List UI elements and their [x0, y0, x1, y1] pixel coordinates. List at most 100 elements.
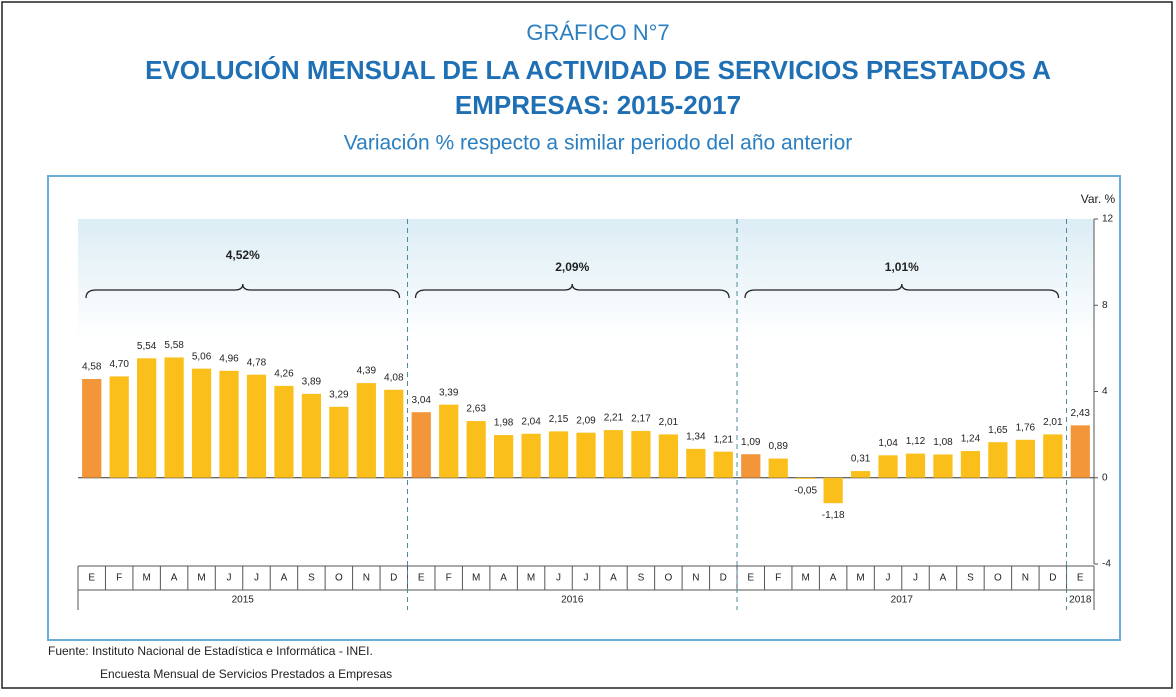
value-label: 3,39	[439, 387, 459, 398]
bar	[219, 370, 239, 478]
bar	[521, 433, 541, 478]
subtitle: Variación % respecto a similar periodo d…	[344, 132, 853, 155]
x-tick-label: M	[142, 573, 150, 584]
value-label: 2,21	[604, 413, 624, 424]
bar	[658, 434, 678, 478]
bar	[439, 404, 459, 478]
bar	[933, 454, 953, 478]
bar	[1070, 425, 1090, 478]
x-tick-label: A	[940, 573, 947, 584]
value-label: 5,58	[164, 340, 184, 351]
bar	[768, 458, 788, 478]
x-tick-label: J	[913, 573, 918, 584]
value-label: 4,58	[82, 362, 102, 373]
y-tick-label: 0	[1102, 472, 1108, 483]
bar	[1015, 439, 1035, 478]
bar	[82, 378, 102, 478]
x-tick-label: M	[197, 573, 205, 584]
bar	[631, 430, 651, 478]
x-tick-label: M	[527, 573, 535, 584]
value-label: 2,15	[549, 414, 569, 425]
x-tick-label: J	[886, 573, 891, 584]
x-tick-label: J	[254, 573, 259, 584]
bar	[191, 368, 212, 478]
year-label: 2015	[232, 595, 255, 606]
value-label: 2,43	[1071, 408, 1091, 419]
x-tick-label: D	[720, 573, 727, 584]
chart-frame	[47, 175, 1121, 641]
x-tick-label: M	[472, 573, 480, 584]
value-label: -1,18	[822, 510, 845, 521]
value-label: 2,63	[466, 404, 486, 415]
y-tick-label: 8	[1102, 300, 1108, 311]
value-label: 2,17	[631, 414, 651, 425]
x-tick-label: S	[967, 573, 974, 584]
bar	[246, 374, 267, 478]
bar	[988, 442, 1008, 478]
x-tick-label: S	[638, 573, 645, 584]
x-tick-label: S	[308, 573, 315, 584]
bar	[823, 477, 843, 504]
year-label: 2017	[891, 595, 914, 606]
bar	[796, 477, 816, 479]
bar	[850, 471, 871, 478]
bar	[109, 376, 129, 478]
bar	[384, 389, 404, 478]
value-label: 1,21	[714, 434, 734, 445]
value-label: 3,89	[302, 377, 322, 388]
value-label: 1,04	[878, 438, 898, 449]
value-label: 2,04	[521, 416, 541, 427]
x-tick-label: M	[802, 573, 810, 584]
source: Fuente: Instituto Nacional de Estadístic…	[48, 644, 373, 658]
value-label: 3,29	[329, 389, 349, 400]
bar	[411, 412, 431, 478]
kicker: GRÁFICO N°7	[526, 20, 669, 45]
year-label: 2016	[561, 595, 584, 606]
bar	[274, 385, 294, 478]
x-tick-label: N	[363, 573, 370, 584]
bar	[494, 435, 514, 478]
bar	[548, 431, 569, 478]
bar	[713, 451, 733, 478]
bar	[137, 358, 157, 478]
value-label: 1,34	[686, 431, 706, 442]
x-tick-label: E	[747, 573, 754, 584]
value-label: 2,09	[576, 415, 596, 426]
value-label: 1,12	[906, 436, 926, 447]
value-label: 1,65	[988, 425, 1008, 436]
x-tick-label: F	[446, 573, 452, 584]
value-label: 4,96	[219, 353, 239, 364]
chart-title: EMPRESAS: 2015-2017	[455, 90, 741, 120]
x-tick-label: E	[88, 573, 95, 584]
y-tick-label: -4	[1102, 559, 1111, 570]
bar	[603, 430, 624, 478]
bar	[960, 451, 981, 478]
bar	[329, 406, 349, 478]
source: Encuesta Mensual de Servicios Prestados …	[100, 667, 392, 681]
value-label: 4,08	[384, 372, 404, 383]
x-tick-label: M	[856, 573, 864, 584]
bar	[905, 453, 926, 478]
value-label: 4,39	[357, 366, 377, 377]
bar	[466, 421, 486, 478]
value-label: 2,01	[659, 417, 679, 428]
x-tick-label: N	[1022, 573, 1029, 584]
value-label: -0,05	[794, 485, 817, 496]
x-tick-label: F	[775, 573, 781, 584]
x-tick-label: J	[227, 573, 232, 584]
value-label: 1,09	[741, 437, 761, 448]
x-tick-label: A	[610, 573, 617, 584]
value-label: 1,98	[494, 418, 514, 429]
x-tick-label: J	[584, 573, 589, 584]
value-label: 4,78	[247, 357, 267, 368]
x-tick-label: O	[994, 573, 1002, 584]
value-label: 2,01	[1043, 417, 1063, 428]
annotation: 1,01%	[885, 260, 919, 274]
x-tick-label: A	[830, 573, 837, 584]
x-tick-label: A	[500, 573, 507, 584]
bracket	[744, 283, 1060, 299]
value-label: 4,70	[109, 359, 129, 370]
bar	[686, 448, 706, 478]
y-tick-label: 12	[1102, 214, 1114, 225]
